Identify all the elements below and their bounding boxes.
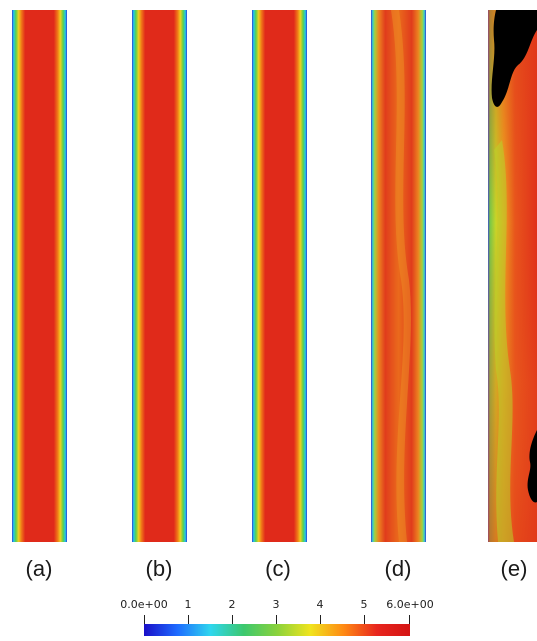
- colorbar-tick-2: [232, 615, 233, 627]
- panel-a-label: (a): [25, 556, 53, 581]
- colorbar-tick-label-0: 0.0e+00: [120, 598, 168, 611]
- panel-a: [12, 10, 67, 542]
- colorbar-tick-4: [320, 615, 321, 627]
- panel-b-label: (b): [145, 556, 173, 581]
- colorbar-tick-label-6: 6.0e+00: [386, 598, 434, 611]
- colorbar-tick-label-3: 3: [272, 598, 280, 611]
- colorbar-tick-3: [276, 615, 277, 627]
- panel-e: [488, 10, 537, 542]
- panel-d-label: (d): [384, 556, 412, 581]
- colorbar-tick-label-2: 2: [228, 598, 236, 611]
- panel-d: [371, 10, 426, 542]
- panel-a-field: [12, 10, 67, 542]
- colorbar-tick-6: [409, 615, 410, 627]
- colorbar: 0.0e+00 1 2 3 4 5 6.0e+00: [100, 598, 460, 641]
- panel-e-label: (e): [500, 556, 528, 581]
- colorbar-gradient: [144, 624, 410, 636]
- panel-d-field: [371, 10, 426, 542]
- colorbar-tick-0: [144, 615, 145, 627]
- panel-c: [252, 10, 307, 542]
- colorbar-tick-1: [188, 615, 189, 627]
- panel-b: [132, 10, 187, 542]
- colorbar-tick-5: [364, 615, 365, 627]
- panel-b-field: [132, 10, 187, 542]
- colorbar-tick-label-4: 4: [316, 598, 324, 611]
- panel-e-field: [488, 10, 537, 542]
- colorbar-tick-label-5: 5: [360, 598, 368, 611]
- panel-c-field: [252, 10, 307, 542]
- colorbar-tick-label-1: 1: [184, 598, 192, 611]
- panel-c-label: (c): [265, 556, 291, 581]
